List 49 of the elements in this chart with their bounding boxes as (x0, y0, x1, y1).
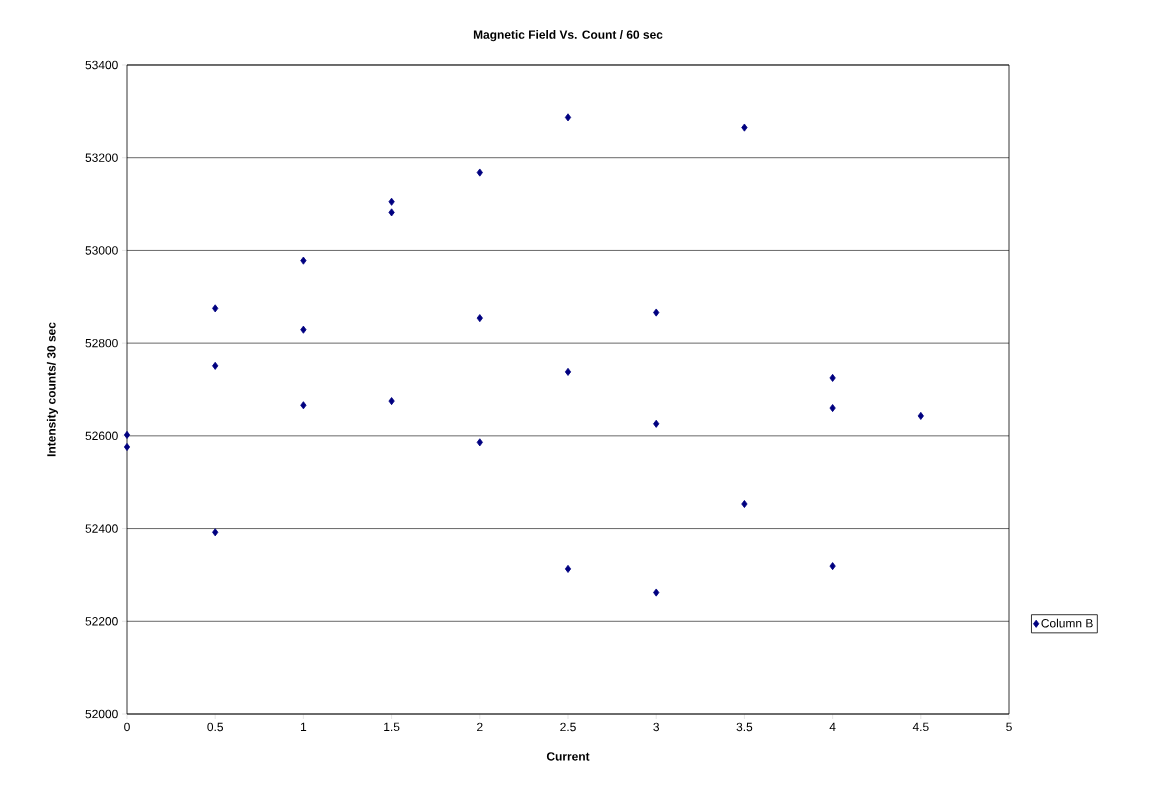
x-tick-label: 3 (653, 722, 660, 732)
point (300, 401, 307, 410)
x-tick-label: 0 (124, 722, 130, 732)
point (564, 367, 572, 376)
point (653, 308, 660, 317)
point (212, 304, 219, 313)
y-tick-label: 52200 (85, 617, 118, 626)
point (917, 411, 924, 420)
point (476, 314, 483, 323)
point (829, 373, 836, 382)
point (476, 168, 483, 177)
point (388, 397, 395, 406)
x-tick-label: 5 (1006, 722, 1012, 732)
x-tick-label: 2 (477, 722, 483, 732)
point (123, 430, 131, 439)
point (564, 564, 572, 573)
x-tick-label: 3.5 (736, 722, 753, 732)
point (653, 588, 660, 597)
legend-label: Column B (1041, 618, 1093, 628)
x-tick-label: 4.5 (912, 722, 929, 732)
point (212, 528, 219, 537)
y-tick-label: 52400 (85, 524, 118, 533)
point (653, 419, 660, 428)
y-tick-label: 52600 (85, 431, 118, 441)
x-tick-label: 0.5 (207, 722, 223, 732)
point (829, 562, 836, 571)
point (741, 500, 748, 508)
point (300, 325, 307, 334)
x-tick-label: 4 (829, 722, 836, 731)
point (388, 208, 395, 217)
point (300, 256, 307, 265)
y-tick-label: 52800 (85, 338, 118, 348)
y-tick-label: 52000 (85, 709, 118, 719)
x-tick-label: 1.5 (384, 722, 400, 732)
point (741, 123, 748, 132)
point (476, 438, 483, 447)
point (564, 113, 572, 122)
point (123, 442, 131, 451)
chart-title: Magnetic Field Vs. Count / 60 sec (473, 30, 663, 42)
point (388, 197, 395, 206)
y-tick-label: 53000 (85, 246, 118, 255)
x-axis-title: Current (546, 752, 590, 761)
y-tick-label: 53200 (85, 153, 118, 162)
y-tick-label: 53400 (85, 60, 118, 70)
y-axis-title: Intensity counts/ 30 sec (46, 322, 58, 457)
x-tick-label: 2.5 (560, 722, 576, 732)
point (829, 404, 836, 413)
point (212, 361, 219, 370)
x-tick-label: 1 (300, 722, 307, 731)
